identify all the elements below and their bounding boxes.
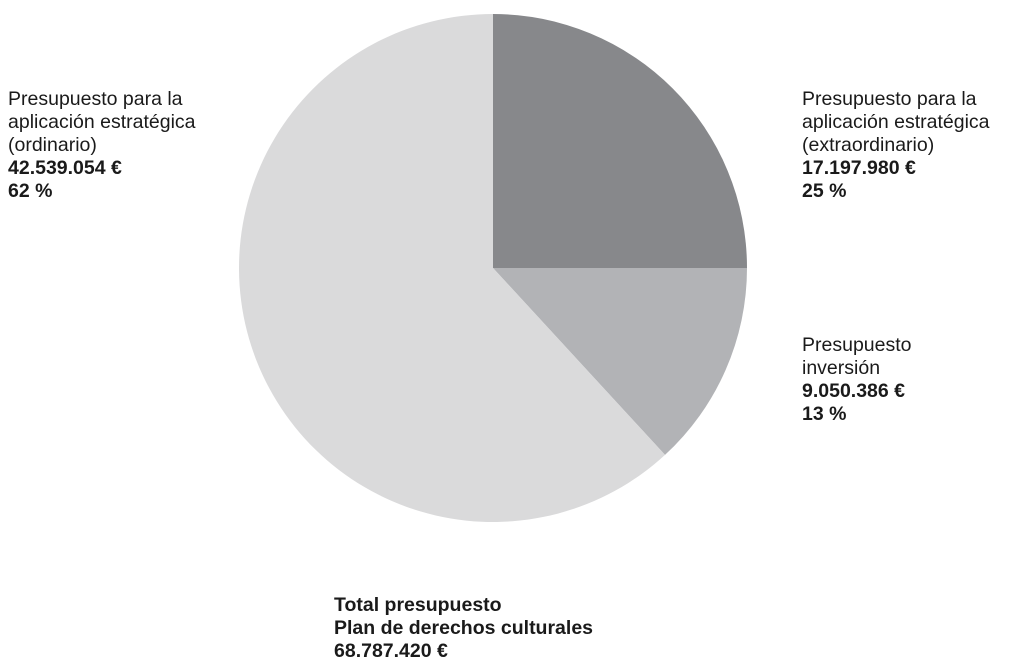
total-amount: 68.787.420 € — [334, 640, 448, 662]
slice-label-line: Presupuesto para la — [802, 88, 977, 110]
slice-percent: 13 % — [802, 403, 847, 425]
slice-label-inversion: Presupuesto inversión 9.050.386 € 13 % — [802, 334, 912, 426]
slice-label-line: Presupuesto — [802, 334, 912, 356]
slice-label-line: (extraordinario) — [802, 134, 935, 156]
pie-slice-inversion — [493, 268, 747, 455]
slice-percent: 25 % — [802, 180, 847, 202]
slice-label-line: (ordinario) — [8, 134, 97, 156]
slice-label-line: inversión — [802, 357, 881, 379]
slice-label-extraordinario: Presupuesto para la aplicación estratégi… — [802, 88, 990, 203]
slice-percent: 62 % — [8, 180, 53, 202]
slice-amount: 42.539.054 € — [8, 157, 122, 179]
pie-slice-extraordinario — [493, 14, 747, 269]
pie-slice-ordinario — [238, 14, 666, 522]
slice-label-line: aplicación estratégica — [802, 111, 990, 133]
total-subtitle: Plan de derechos culturales — [334, 617, 594, 639]
slice-label-ordinario: Presupuesto para la aplicación estratégi… — [8, 88, 196, 203]
slice-amount: 17.197.980 € — [802, 157, 916, 179]
slice-label-line: Presupuesto para la — [8, 88, 183, 110]
slice-label-line: aplicación estratégica — [8, 111, 196, 133]
total-title: Total presupuesto — [334, 594, 502, 616]
slice-amount: 9.050.386 € — [802, 380, 906, 402]
total-budget-label: Total presupuesto Plan de derechos cultu… — [334, 594, 593, 663]
